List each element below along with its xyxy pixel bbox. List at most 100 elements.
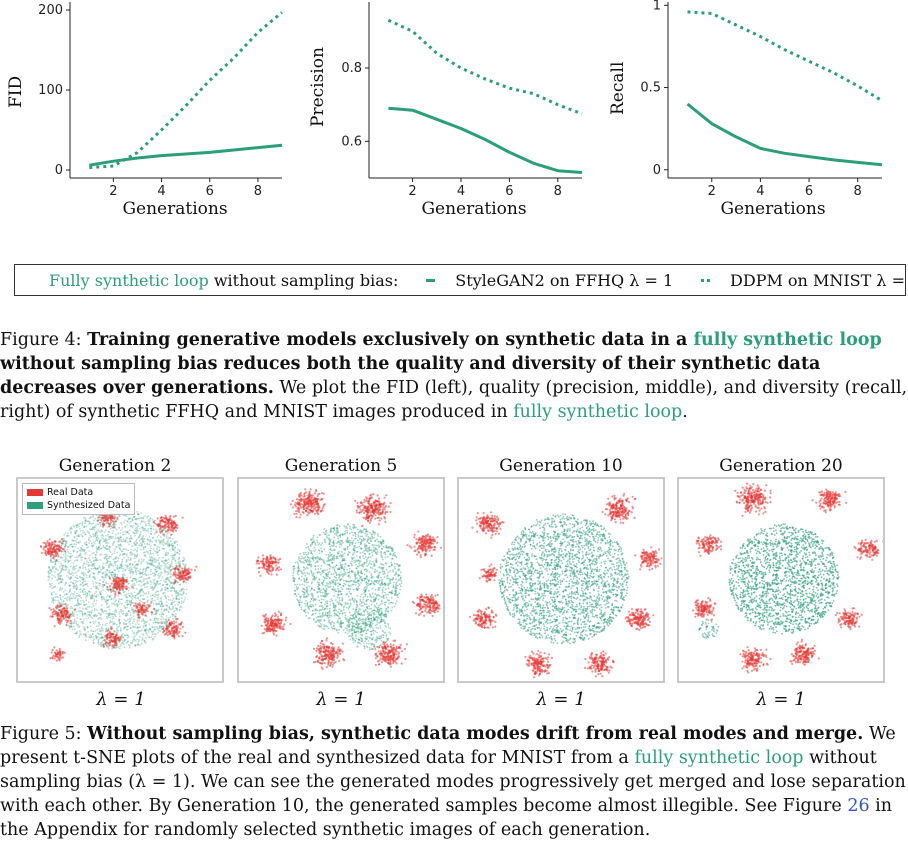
synth-point — [152, 587, 155, 590]
synth-point — [54, 562, 57, 565]
synth-point — [133, 549, 135, 552]
synth-point — [304, 605, 307, 607]
synth-point — [328, 620, 330, 623]
synth-point — [129, 604, 132, 606]
synth-point — [370, 621, 372, 624]
synth-point — [123, 639, 126, 642]
synth-point — [370, 563, 373, 565]
synth-point — [351, 542, 354, 545]
real-point — [114, 585, 117, 589]
synth-point — [71, 628, 74, 631]
synth-point — [377, 606, 380, 609]
synth-point — [360, 579, 363, 581]
synth-point — [365, 530, 368, 533]
synth-point — [339, 622, 342, 625]
synth-point — [142, 517, 145, 520]
synth-point — [97, 638, 100, 641]
synth-point — [149, 580, 152, 582]
synth-point — [375, 561, 378, 563]
synth-point — [107, 560, 109, 563]
synth-point — [124, 552, 126, 555]
synth-point — [141, 526, 144, 528]
synth-point — [96, 567, 99, 570]
synth-point — [69, 556, 71, 558]
synth-point — [131, 609, 134, 611]
synth-point — [382, 540, 385, 543]
synth-point — [82, 529, 84, 532]
synth-point — [161, 589, 163, 592]
synth-point — [397, 596, 399, 598]
synth-point — [150, 570, 152, 573]
synth-point — [305, 543, 308, 545]
synth-point — [115, 611, 118, 614]
synth-point — [336, 593, 339, 596]
synth-point — [151, 586, 154, 588]
synth-point — [143, 640, 146, 643]
synth-point — [347, 595, 350, 598]
synth-point — [319, 591, 322, 594]
synth-point — [333, 554, 336, 557]
fid-ylabel: FID — [6, 75, 26, 108]
synth-point — [374, 547, 377, 549]
synth-point — [332, 586, 335, 588]
synth-point — [107, 535, 110, 538]
synth-point — [72, 585, 75, 588]
synth-point — [64, 565, 67, 568]
synth-point — [153, 617, 156, 620]
synth-point — [129, 558, 132, 560]
synth-point — [162, 613, 165, 616]
synth-point — [391, 564, 393, 567]
synth-point — [127, 609, 130, 612]
synth-point — [111, 575, 114, 578]
figure4-bold: Training generative models exclusively o… — [0, 330, 882, 398]
synth-point — [304, 559, 306, 562]
synth-point — [124, 530, 127, 533]
synth-point — [155, 613, 157, 615]
synth-point — [111, 526, 113, 528]
synth-point — [317, 549, 320, 551]
synth-point — [78, 575, 81, 578]
synth-point — [164, 552, 167, 555]
synth-point — [370, 576, 373, 579]
synth-point — [332, 556, 334, 558]
synth-point — [74, 532, 77, 535]
synth-point — [338, 623, 341, 626]
synth-point — [339, 621, 342, 623]
synth-point — [76, 617, 78, 619]
synth-point — [109, 527, 112, 530]
synth-point — [322, 587, 325, 590]
synth-point — [105, 545, 108, 547]
real-point — [43, 546, 46, 549]
synth-point — [118, 526, 121, 529]
synth-point — [387, 571, 389, 574]
synth-point — [103, 557, 106, 560]
synth-point — [99, 616, 102, 619]
synth-point — [158, 563, 161, 566]
synth-point — [102, 572, 105, 574]
synth-point — [165, 604, 167, 606]
synth-point — [358, 603, 361, 606]
synth-point — [351, 614, 354, 617]
synth-point — [347, 574, 350, 577]
synth-point — [102, 537, 105, 540]
synth-point — [171, 554, 174, 557]
synth-point — [86, 626, 89, 628]
synth-point — [72, 540, 74, 542]
synth-point — [119, 536, 122, 539]
synth-point — [140, 538, 143, 541]
synth-point — [171, 608, 173, 610]
synth-point — [363, 621, 365, 623]
real-point — [46, 540, 49, 543]
synth-point — [111, 553, 114, 556]
synth-point — [64, 564, 67, 567]
synth-point — [336, 629, 338, 632]
synth-point — [99, 630, 102, 632]
precision-ylabel: Precision — [308, 47, 328, 127]
synth-point — [177, 603, 179, 606]
synth-point — [140, 589, 143, 591]
synth-point — [373, 609, 375, 612]
synth-point — [94, 542, 96, 545]
synth-point — [332, 555, 335, 558]
synth-point — [344, 627, 347, 629]
synth-point — [99, 542, 101, 545]
